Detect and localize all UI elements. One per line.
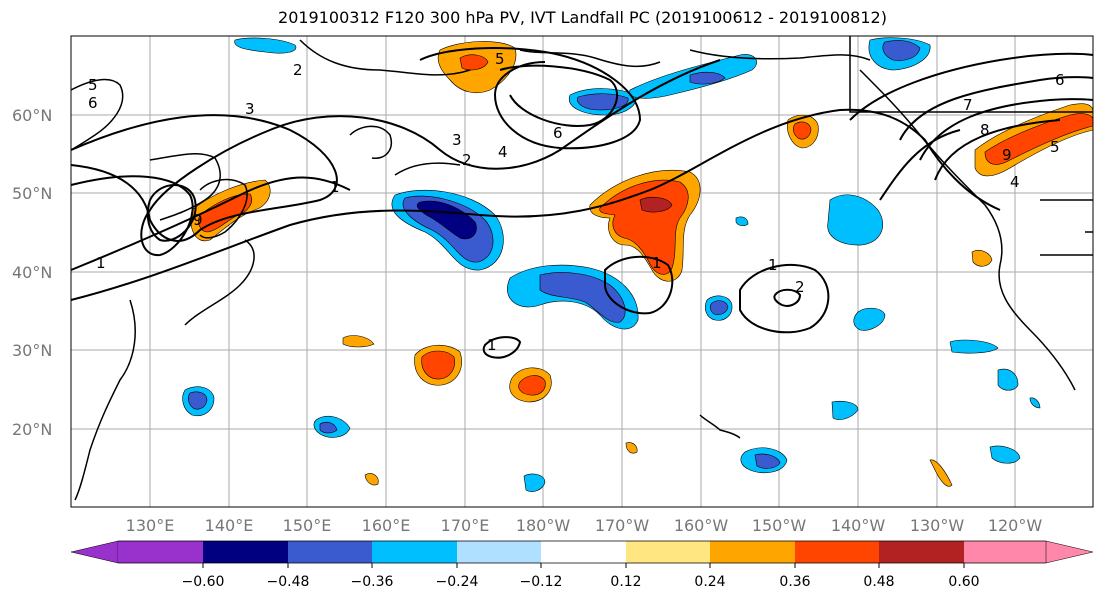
colorbar-segment bbox=[457, 541, 542, 563]
lat-label: 50°N bbox=[12, 184, 52, 203]
pv-contours bbox=[70, 47, 1094, 359]
contour-label: 1 bbox=[330, 178, 340, 196]
colorbar-segment bbox=[203, 541, 288, 563]
contour-label: 6 bbox=[88, 94, 98, 112]
colorbar-tick-label: 0.24 bbox=[694, 574, 725, 590]
latitude-labels: 60°N 50°N 40°N 30°N 20°N bbox=[12, 106, 52, 439]
lon-label: 130°W bbox=[910, 516, 965, 535]
lon-label: 170°E bbox=[441, 516, 490, 535]
lat-label: 30°N bbox=[12, 341, 52, 360]
map-title: 2019100312 F120 300 hPa PV, IVT Landfall… bbox=[278, 8, 887, 27]
coastlines bbox=[70, 36, 1093, 501]
lon-label: 130°E bbox=[126, 516, 175, 535]
contour-label: 4 bbox=[498, 143, 508, 161]
lon-label: 160°W bbox=[674, 516, 729, 535]
lon-label: 140°E bbox=[205, 516, 254, 535]
colorbar-segment bbox=[626, 541, 711, 563]
lat-label: 40°N bbox=[12, 263, 52, 282]
colorbar-segment bbox=[118, 541, 203, 563]
colorbar-segment bbox=[541, 541, 626, 563]
colorbar-segment bbox=[1045, 540, 1094, 564]
contour-label: 2 bbox=[293, 61, 303, 79]
contour-label: 2 bbox=[795, 278, 805, 296]
contour-label: 6 bbox=[553, 124, 563, 142]
colorbar: −0.60 −0.48 −0.36 −0.24 −0.12 0.12 0.24 … bbox=[70, 540, 1094, 590]
contour-label: 1 bbox=[652, 254, 662, 272]
contour-labels: 5 6 2 3 1 9 3 2 4 5 6 1 1 2 1 6 7 8 9 5 … bbox=[88, 50, 1065, 354]
colorbar-tick-label: −0.12 bbox=[520, 574, 563, 590]
contour-label: 9 bbox=[1002, 146, 1012, 164]
lon-label: 180°W bbox=[516, 516, 571, 535]
contour-label: 4 bbox=[1010, 173, 1020, 191]
contour-label: 3 bbox=[452, 131, 462, 149]
colorbar-tick-label: −0.36 bbox=[351, 574, 394, 590]
colorbar-tick-label: −0.24 bbox=[436, 574, 479, 590]
colorbar-segment bbox=[964, 541, 1046, 563]
colorbar-tick-label: −0.60 bbox=[182, 574, 225, 590]
contour-label: 9 bbox=[193, 211, 203, 229]
contour-label: 5 bbox=[88, 76, 98, 94]
colorbar-segment bbox=[710, 541, 795, 563]
contour-label: 1 bbox=[487, 336, 497, 354]
colorbar-segment bbox=[795, 541, 880, 563]
contour-label: 1 bbox=[96, 254, 106, 272]
colorbar-segment bbox=[372, 541, 457, 563]
lon-label: 140°W bbox=[831, 516, 886, 535]
colorbar-segment bbox=[288, 541, 373, 563]
lat-label: 60°N bbox=[12, 106, 52, 125]
contour-label: 1 bbox=[768, 256, 778, 274]
lon-label: 150°E bbox=[283, 516, 332, 535]
colorbar-segment bbox=[70, 540, 119, 564]
colorbar-segment bbox=[879, 541, 964, 563]
pv-anomaly-fills bbox=[182, 37, 1094, 492]
lon-label: 160°E bbox=[362, 516, 411, 535]
lon-label: 170°W bbox=[595, 516, 650, 535]
contour-label: 5 bbox=[495, 50, 505, 68]
colorbar-tick-label: 0.12 bbox=[610, 574, 641, 590]
contour-label: 8 bbox=[980, 121, 990, 139]
colorbar-tick-label: −0.48 bbox=[267, 574, 310, 590]
contour-label: 3 bbox=[245, 100, 255, 118]
colorbar-tick-label: 0.36 bbox=[779, 574, 810, 590]
map-panel bbox=[70, 35, 1094, 508]
lon-label: 150°W bbox=[752, 516, 807, 535]
colorbar-tick-label: 0.48 bbox=[863, 574, 894, 590]
contour-label: 7 bbox=[963, 96, 973, 114]
colorbar-tick-label: 0.60 bbox=[948, 574, 979, 590]
contour-label: 2 bbox=[462, 151, 472, 169]
longitude-labels: 130°E 140°E 150°E 160°E 170°E 180°W 170°… bbox=[126, 516, 1043, 535]
lat-label: 20°N bbox=[12, 420, 52, 439]
lon-label: 120°W bbox=[988, 516, 1043, 535]
contour-label: 6 bbox=[1055, 71, 1065, 89]
contour-label: 5 bbox=[1050, 138, 1060, 156]
